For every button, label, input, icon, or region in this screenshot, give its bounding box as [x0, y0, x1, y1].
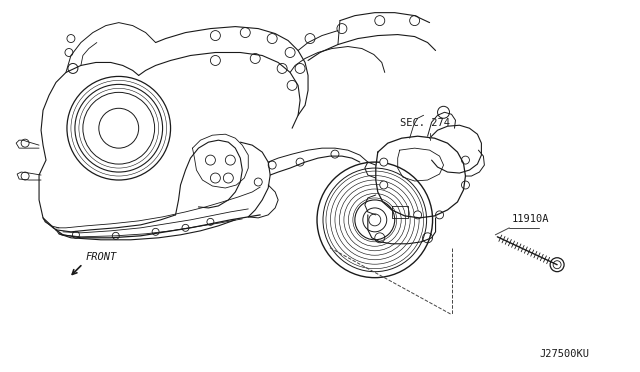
Text: FRONT: FRONT [86, 252, 117, 262]
Circle shape [295, 64, 305, 73]
Circle shape [461, 156, 469, 164]
Circle shape [369, 214, 381, 226]
Circle shape [550, 258, 564, 272]
Circle shape [410, 16, 420, 26]
Circle shape [287, 80, 297, 90]
Circle shape [380, 181, 388, 189]
Circle shape [65, 48, 73, 57]
Circle shape [225, 155, 236, 165]
Circle shape [211, 55, 220, 65]
Text: J27500KU: J27500KU [539, 349, 589, 359]
Circle shape [211, 173, 220, 183]
Text: SEC. 274: SEC. 274 [400, 118, 450, 128]
Circle shape [296, 158, 304, 166]
Circle shape [205, 155, 216, 165]
Circle shape [240, 28, 250, 38]
Circle shape [380, 158, 388, 166]
Circle shape [223, 173, 234, 183]
Circle shape [211, 31, 220, 41]
Circle shape [461, 181, 469, 189]
Circle shape [277, 64, 287, 73]
Circle shape [68, 64, 78, 73]
Circle shape [305, 33, 315, 44]
Circle shape [331, 150, 339, 158]
Circle shape [413, 211, 422, 219]
Circle shape [254, 178, 262, 186]
Circle shape [375, 16, 385, 26]
Text: 11910A: 11910A [511, 214, 548, 224]
Circle shape [285, 48, 295, 58]
Circle shape [250, 54, 260, 64]
Circle shape [337, 23, 347, 33]
Circle shape [436, 211, 444, 219]
Circle shape [268, 161, 276, 169]
Circle shape [267, 33, 277, 44]
